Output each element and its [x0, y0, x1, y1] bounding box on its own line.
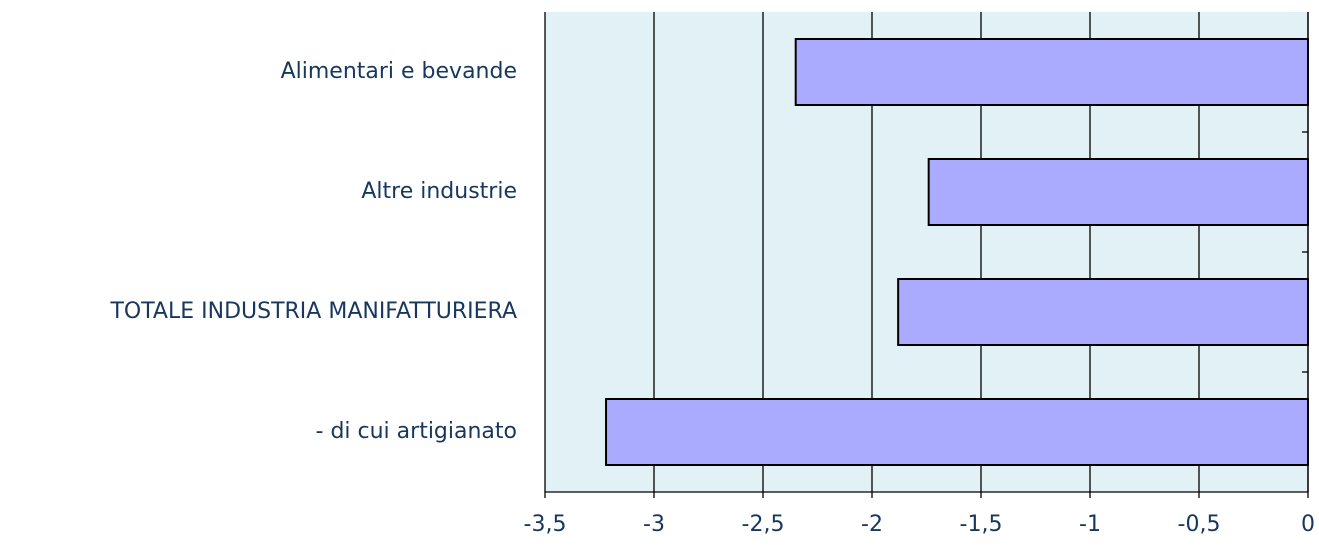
y-tick-label: - di cui artigianato [316, 419, 517, 444]
x-tick-label: -3 [643, 512, 665, 537]
x-tick-label: -1,5 [960, 512, 1003, 537]
x-tick-label: -0,5 [1178, 512, 1221, 537]
bar [794, 38, 1309, 106]
y-tick-label: Alimentari e bevande [281, 59, 517, 84]
x-tick-label: -2 [861, 512, 883, 537]
x-tick-label: -1 [1079, 512, 1101, 537]
y-tick-label: TOTALE INDUSTRIA MANIFATTURIERA [109, 299, 517, 324]
bar [897, 278, 1309, 346]
y-tick-label: Altre industrie [361, 179, 517, 204]
bar [927, 158, 1309, 226]
x-tick-label: -2,5 [742, 512, 785, 537]
x-tick-label: 0 [1301, 512, 1315, 537]
bar [605, 398, 1309, 466]
x-tick-label: -3,5 [524, 512, 567, 537]
